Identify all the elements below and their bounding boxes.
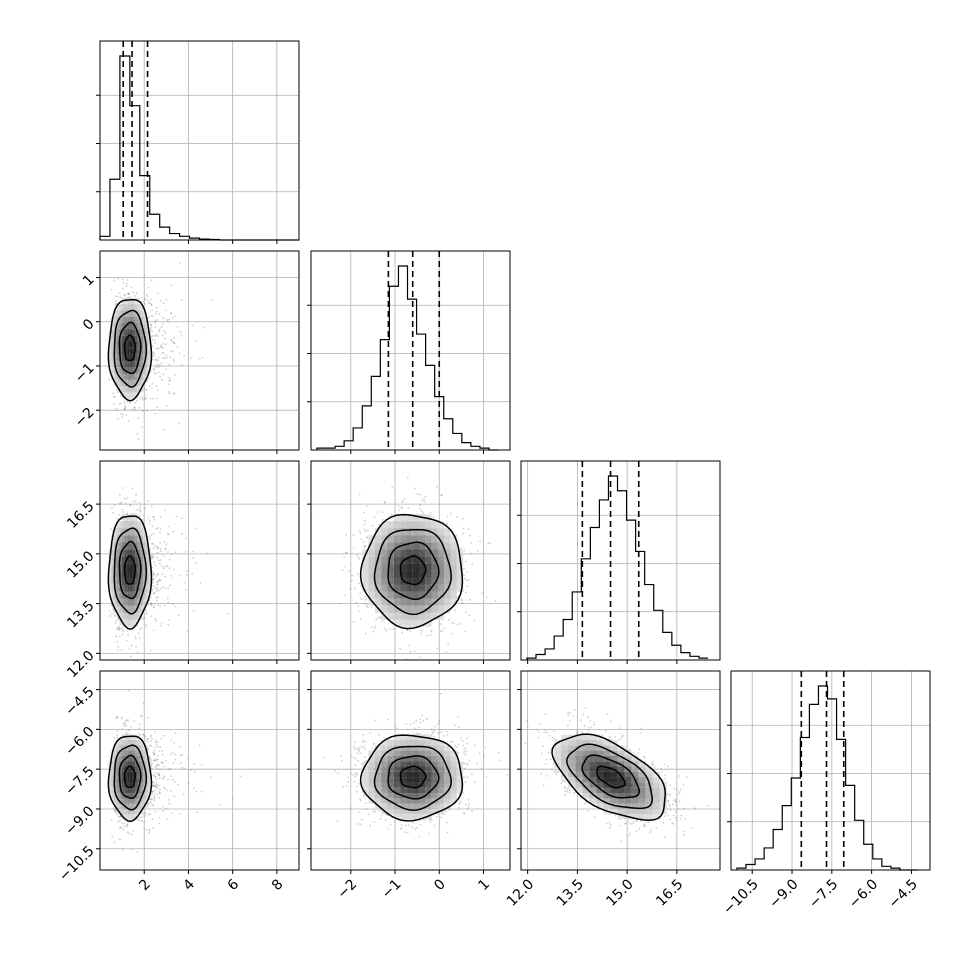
- contour-line: [107, 515, 153, 630]
- x-tick-label: 4: [180, 876, 198, 894]
- contour-line: [387, 541, 440, 601]
- y-tick-label: −4.5: [62, 684, 97, 719]
- histogram-step: [736, 685, 919, 871]
- panel-1-2-frame: [99, 250, 300, 451]
- y-tick-label: 13.5: [64, 598, 97, 631]
- y-tick-label: −9.0: [62, 803, 97, 838]
- panel-1-4-frame: [99, 670, 300, 871]
- x-tick-label: 13.5: [554, 876, 587, 909]
- contour-line: [359, 513, 464, 630]
- contour-line: [118, 321, 142, 375]
- contour-line: [123, 765, 136, 789]
- contour-line: [123, 334, 136, 362]
- panel-2-3-frame: [310, 460, 511, 661]
- contour-line: [113, 744, 148, 811]
- y-tick-label: −2: [72, 405, 98, 431]
- panel-1-3: [100, 461, 299, 660]
- hist-2: [311, 251, 510, 451]
- panel-2-4-frame: [310, 670, 511, 871]
- contour-line: [113, 309, 148, 388]
- hist-3: [521, 461, 720, 660]
- y-tick-label: 1: [80, 272, 98, 290]
- x-tick-label: 12.0: [504, 876, 537, 909]
- x-tick-label: 8: [269, 876, 287, 894]
- x-tick-label: −9.0: [766, 876, 801, 911]
- histogram-step: [99, 55, 299, 241]
- contour-line: [118, 540, 142, 600]
- y-tick-label: −6.0: [62, 724, 97, 759]
- contour-line: [399, 765, 427, 789]
- panel-1-2: [100, 251, 299, 450]
- panel-3-4-frame: [520, 670, 721, 871]
- contour-line: [399, 555, 427, 586]
- x-tick-label: 6: [225, 876, 243, 894]
- y-tick-label: 16.5: [64, 498, 97, 531]
- x-tick-label: 1: [475, 876, 493, 894]
- contour-line: [113, 527, 148, 615]
- y-tick-label: 15.0: [64, 548, 97, 581]
- hist-3-frame: [520, 460, 721, 661]
- hist-1-frame: [99, 40, 300, 241]
- x-tick-label: 15.0: [603, 876, 636, 909]
- histogram-step: [316, 265, 499, 451]
- x-tick-label: 2: [136, 876, 154, 894]
- contour-line: [581, 754, 641, 799]
- x-tick-label: −1: [379, 876, 405, 902]
- contour-line: [373, 528, 452, 616]
- y-tick-label: 0: [80, 316, 98, 334]
- x-tick-label: −4.5: [886, 876, 921, 911]
- contour-line: [566, 743, 653, 810]
- y-tick-label: 12.0: [64, 648, 97, 681]
- x-tick-label: 0: [431, 876, 449, 894]
- panel-2-4: [311, 671, 510, 870]
- hist-1: [99, 41, 299, 241]
- contour-line: [107, 735, 153, 823]
- hist-4: [731, 671, 930, 871]
- panel-2-3: [311, 461, 510, 660]
- y-tick-label: −1: [72, 360, 98, 386]
- y-tick-label: −7.5: [62, 764, 97, 799]
- panel-1-3-frame: [99, 460, 300, 661]
- x-tick-label: 16.5: [653, 876, 686, 909]
- contour-line: [123, 555, 136, 585]
- contour-line: [373, 745, 452, 811]
- contour-line: [387, 755, 440, 800]
- histogram-step: [526, 475, 709, 660]
- panel-1-4: [100, 671, 299, 870]
- y-tick-label: −10.5: [56, 843, 98, 885]
- contour-line: [596, 765, 626, 789]
- contour-line: [107, 298, 153, 402]
- density-shading: [554, 734, 667, 820]
- panel-3-4: [521, 671, 720, 870]
- contour-line: [551, 733, 666, 822]
- hist-4-frame: [730, 670, 931, 871]
- x-tick-label: −2: [335, 876, 361, 902]
- hist-2-frame: [310, 250, 511, 451]
- x-tick-label: −10.5: [720, 876, 762, 918]
- contour-line: [359, 734, 464, 822]
- x-tick-label: −7.5: [806, 876, 841, 911]
- contour-line: [118, 754, 142, 800]
- x-tick-label: −6.0: [846, 876, 881, 911]
